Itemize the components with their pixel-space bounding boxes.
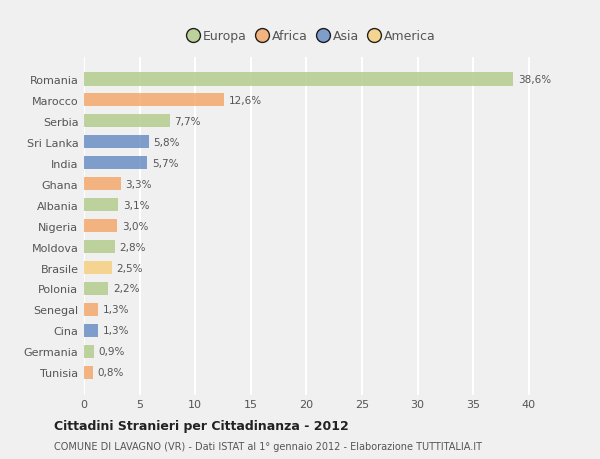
Text: 3,1%: 3,1% [123,200,149,210]
Bar [84,73,514,86]
Bar [84,219,118,233]
Text: 2,5%: 2,5% [116,263,143,273]
Text: 38,6%: 38,6% [518,74,551,84]
Text: 3,3%: 3,3% [125,179,152,189]
Text: 3,0%: 3,0% [122,221,148,231]
Text: 1,3%: 1,3% [103,326,130,336]
Legend: Europa, Africa, Asia, America: Europa, Africa, Asia, America [184,27,440,47]
Text: 2,8%: 2,8% [119,242,146,252]
Bar [84,157,148,170]
Bar [84,261,112,275]
Bar [84,324,98,337]
Text: 12,6%: 12,6% [229,95,262,106]
Bar [84,345,94,358]
Text: COMUNE DI LAVAGNO (VR) - Dati ISTAT al 1° gennaio 2012 - Elaborazione TUTTITALIA: COMUNE DI LAVAGNO (VR) - Dati ISTAT al 1… [54,441,482,451]
Bar [84,366,93,380]
Bar [84,282,109,296]
Text: 7,7%: 7,7% [174,117,200,126]
Text: Cittadini Stranieri per Cittadinanza - 2012: Cittadini Stranieri per Cittadinanza - 2… [54,419,349,432]
Text: 1,3%: 1,3% [103,305,130,315]
Text: 0,8%: 0,8% [97,368,124,378]
Text: 0,9%: 0,9% [98,347,125,357]
Bar [84,94,224,107]
Bar [84,240,115,254]
Bar [84,115,170,128]
Bar [84,198,118,212]
Bar [84,177,121,191]
Text: 5,8%: 5,8% [153,137,179,147]
Bar [84,135,149,149]
Text: 5,7%: 5,7% [152,158,178,168]
Bar [84,303,98,317]
Text: 2,2%: 2,2% [113,284,139,294]
